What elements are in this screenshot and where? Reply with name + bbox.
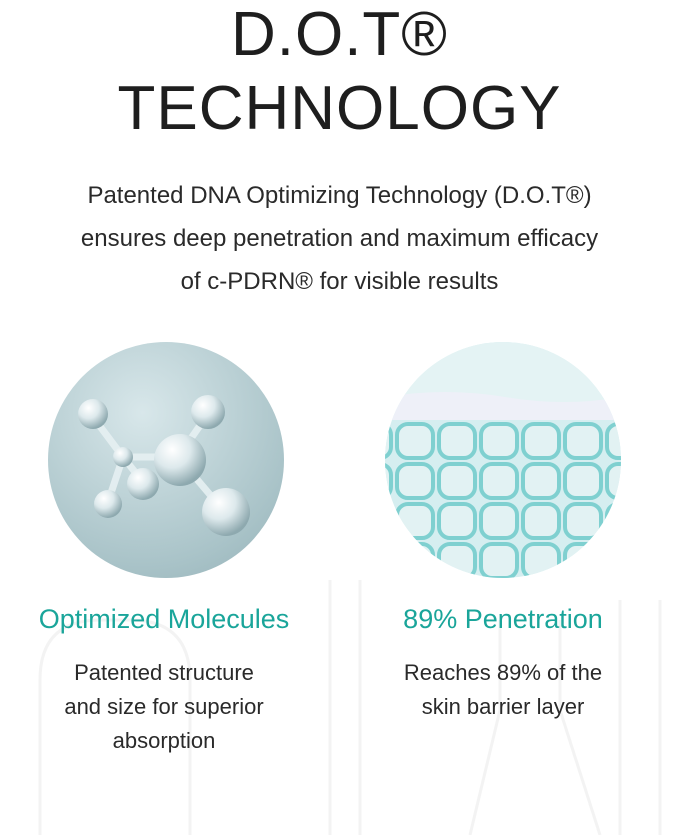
- description-line: skin barrier layer: [421, 694, 585, 719]
- description-line: absorption: [112, 728, 216, 753]
- subtitle-line: ensures deep penetration and maximum eff…: [80, 225, 599, 252]
- title-line-1: D.O.T®: [230, 0, 448, 69]
- skin-cell: [385, 503, 393, 539]
- skin-cell: [563, 502, 603, 540]
- skin-cell: [395, 502, 435, 540]
- skin-cell: [437, 502, 477, 540]
- skin-cell: [385, 423, 393, 459]
- skin-cell: [479, 422, 519, 460]
- title-line-2: TECHNOLOGY: [117, 74, 562, 143]
- skin-cell: [479, 462, 519, 500]
- skin-cell: [605, 502, 621, 540]
- description-line: Reaches 89% of the: [403, 660, 603, 685]
- feature-title-optimized-molecules: Optimized Molecules: [38, 604, 290, 634]
- description-line: and size for superior: [64, 694, 264, 719]
- skin-cell: [479, 502, 519, 540]
- skin-cell: [395, 422, 435, 460]
- skin-cell: [395, 462, 435, 500]
- feature-description: Patented structure and size for superior…: [0, 656, 334, 758]
- skin-cell: [385, 463, 393, 499]
- skin-cell: [521, 462, 561, 500]
- skin-cell: [563, 462, 603, 500]
- lab-glassware-background: [38, 580, 662, 835]
- skin-cell: [521, 502, 561, 540]
- feature-description: Reaches 89% of the skin barrier layer: [333, 656, 673, 724]
- skin-cell: [521, 422, 561, 460]
- skin-cell: [479, 542, 519, 578]
- description-line: Patented structure: [74, 660, 254, 685]
- skin-cell: [563, 422, 603, 460]
- skin-cell: [605, 462, 621, 500]
- subtitle: Patented DNA Optimizing Technology (D.O.…: [0, 174, 679, 303]
- molecule-image: [48, 342, 284, 578]
- subtitle-line: Patented DNA Optimizing Technology (D.O.…: [87, 182, 592, 209]
- skin-cells-image: [385, 342, 621, 578]
- feature-title-penetration: 89% Penetration: [403, 604, 603, 634]
- skin-cell: [605, 422, 621, 460]
- skin-cell: [437, 462, 477, 500]
- subtitle-line: of c-PDRN® for visible results: [180, 268, 499, 295]
- skin-cell: [437, 422, 477, 460]
